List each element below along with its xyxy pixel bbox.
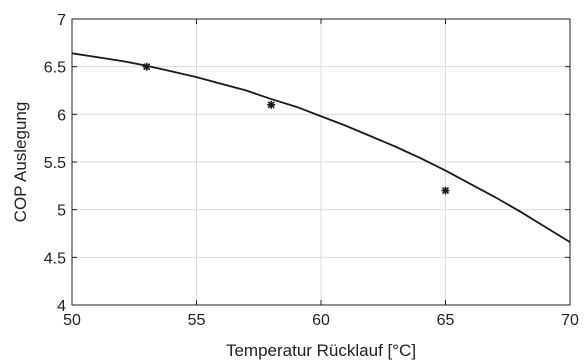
x-tick-label: 60 bbox=[312, 312, 330, 329]
x-tick-label: 50 bbox=[63, 312, 81, 329]
series-layer bbox=[71, 52, 571, 243]
x-axis-label: Temperatur Rücklauf [°C] bbox=[226, 341, 416, 360]
cop-curve bbox=[71, 52, 571, 243]
x-tick-label: 65 bbox=[437, 312, 455, 329]
grid-lines bbox=[72, 19, 570, 305]
data-point-marker bbox=[267, 100, 276, 109]
y-tick-label: 6 bbox=[57, 107, 66, 124]
x-tick-label: 55 bbox=[188, 312, 206, 329]
data-point-marker bbox=[142, 62, 151, 71]
y-axis-label: COP Auslegung bbox=[11, 102, 30, 223]
y-tick-label: 5 bbox=[57, 203, 66, 220]
y-tick-label: 7 bbox=[57, 12, 66, 29]
axis-ticks bbox=[71, 18, 571, 306]
y-tick-label: 5.5 bbox=[44, 155, 66, 172]
y-tick-label: 4.5 bbox=[44, 250, 66, 267]
x-tick-labels: 50 55 60 65 70 bbox=[63, 312, 579, 329]
y-tick-labels: 4 4.5 5 5.5 6 6.5 7 bbox=[44, 12, 66, 315]
x-tick-label: 70 bbox=[561, 312, 579, 329]
y-tick-label: 6.5 bbox=[44, 60, 66, 77]
data-point-marker bbox=[441, 186, 450, 195]
y-tick-label: 4 bbox=[57, 298, 66, 315]
